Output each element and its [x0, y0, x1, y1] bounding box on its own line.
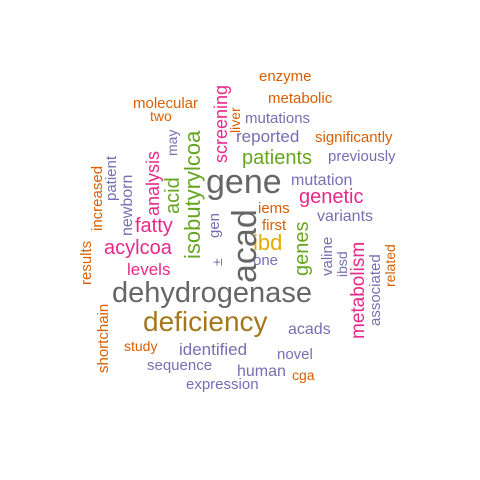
word-genetic: genetic — [299, 186, 364, 208]
word-study: study — [124, 338, 158, 354]
word-variants: variants — [317, 208, 374, 225]
word-first: first — [262, 217, 287, 234]
word-mutation: mutation — [291, 172, 353, 189]
word-expression: expression — [186, 376, 259, 393]
word-enzyme: enzyme — [259, 68, 312, 85]
word-isobutyrylcoa: isobutyrylcoa — [180, 130, 205, 259]
word-gen: gen — [206, 212, 223, 238]
word-novel: novel — [277, 346, 313, 363]
word-liver: liver — [227, 107, 243, 133]
word-gene: gene — [206, 163, 282, 201]
word-results: results — [78, 240, 95, 285]
word-iems: iems — [258, 200, 290, 217]
word-reported: reported — [236, 127, 300, 146]
word-patient: patient — [103, 155, 120, 201]
word-metabolic: metabolic — [268, 90, 333, 107]
word-cga: cga — [292, 367, 315, 383]
word-acads: acads — [288, 321, 331, 338]
word-valine: valine — [319, 236, 336, 276]
word-analysis: analysis — [143, 150, 163, 216]
word-plus-minus: ± — [209, 258, 225, 266]
word-acylcoa: acylcoa — [104, 237, 172, 259]
word-shortchain: shortchain — [95, 303, 112, 373]
word-significantly: significantly — [315, 129, 393, 146]
word-related: related — [382, 244, 398, 287]
word-newborn: newborn — [119, 174, 136, 236]
word-mutations: mutations — [245, 110, 311, 127]
word-deficiency: deficiency — [143, 306, 268, 337]
word-acad: acad — [226, 209, 264, 283]
word-genes: genes — [291, 221, 313, 277]
word-fatty: fatty — [135, 215, 173, 237]
word-may: may — [164, 129, 180, 156]
word-identified: identified — [179, 340, 248, 359]
word-ibd: ibd — [253, 230, 283, 255]
word-patients: patients — [242, 147, 313, 169]
word-dehydrogenase: dehydrogenase — [112, 277, 312, 309]
word-two: two — [150, 108, 172, 124]
word-sequence: sequence — [147, 357, 213, 374]
word-previously: previously — [328, 148, 396, 165]
word-associated: associated — [367, 254, 384, 326]
word-metabolism: metabolism — [348, 241, 369, 339]
word-one: one — [253, 252, 279, 269]
word-levels: levels — [127, 260, 171, 279]
word-molecular: molecular — [133, 95, 199, 112]
word-human: human — [237, 363, 286, 380]
word-ibsd: ibsd — [334, 251, 350, 277]
